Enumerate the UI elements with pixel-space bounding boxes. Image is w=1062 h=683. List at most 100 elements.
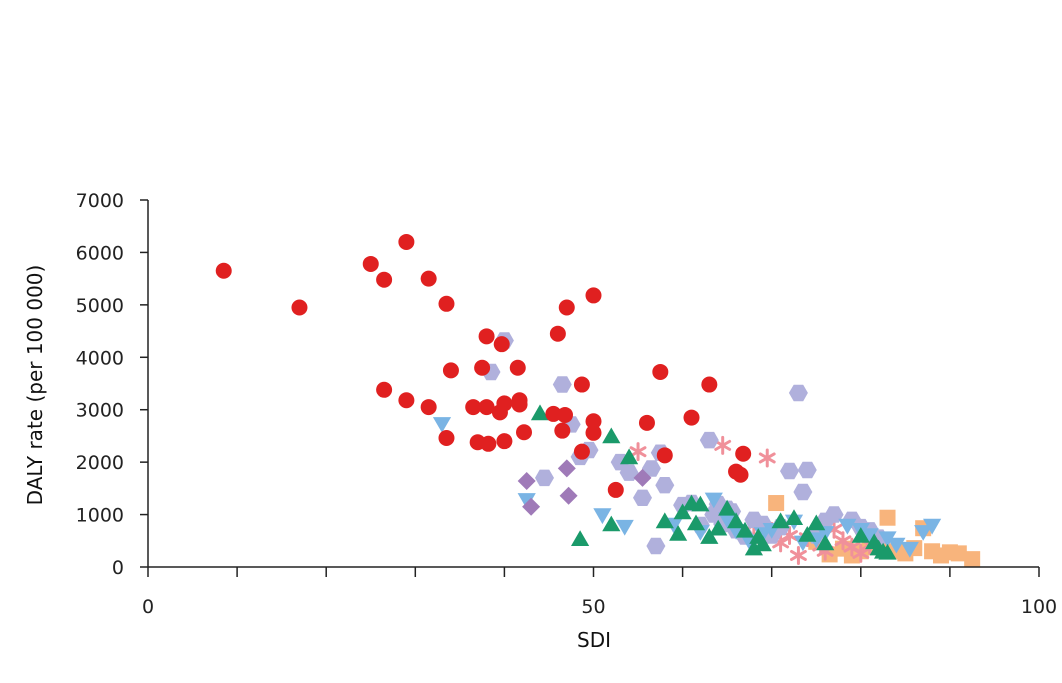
triangle-down-point [860,528,879,544]
y-axis-title: DALY rate (per 100 000) [23,265,47,506]
circle-point [652,363,669,380]
circle-point [585,413,602,430]
circle-point [545,405,562,422]
circle-point [362,255,379,272]
asterisk-point [758,448,776,468]
circle-point [474,359,491,376]
triangle-up-point [602,515,621,532]
triangle-up-point [807,514,826,531]
triangle-up-point [620,448,639,465]
triangle-up-point [816,534,835,551]
hexagon-point [633,489,652,506]
circle-point [511,392,528,409]
asterisk-point [714,435,732,455]
triangle-down-point [704,492,723,509]
triangle-up-point [602,427,621,444]
circle-point [556,406,573,423]
hexagon-point [824,506,844,523]
triangle-down-point [838,518,857,535]
circle-point [478,399,495,416]
triangle-down-point [923,518,942,535]
y-tick-label: 2000 [76,452,124,474]
square-point [879,509,896,526]
triangle-up-point [798,526,817,542]
circle-point [509,359,526,376]
triangle-up-point [727,512,746,529]
triangle-up-point [655,512,674,529]
diamond-point [522,497,541,516]
hexagon-point [780,462,799,480]
x-axis-title: SDI [577,628,611,652]
triangle-down-point [615,519,634,536]
circle-point [549,325,566,342]
triangle-down-point [718,512,737,529]
circle-point [638,414,655,431]
diamond-point [517,472,536,490]
x-tick-label: 100 [1021,596,1057,618]
hexagon-point [793,483,813,501]
circle-point [376,381,393,398]
triangle-up-point [673,503,692,520]
asterisk-point [852,543,870,563]
triangle-up-point [878,543,897,560]
square-point [964,551,981,568]
hexagon-point [797,461,817,479]
triangle-down-point [517,493,536,509]
y-tick-label: 6000 [76,242,124,264]
y-tick-label: 1000 [76,505,124,527]
hexagon-point [552,376,572,393]
triangle-up-point [753,535,772,552]
y-tick-label: 0 [112,557,124,579]
circle-point [558,299,575,316]
triangle-up-point [700,528,719,544]
diamond-point [559,486,578,505]
circle-point [496,433,513,450]
circle-point [438,295,455,312]
hexagon-point [641,460,661,477]
circle-point [478,328,495,345]
hexagon-point [699,431,719,449]
circle-point [701,376,718,393]
triangle-up-point [691,495,710,512]
triangle-up-point [530,404,550,421]
triangle-up-point [718,499,737,516]
y-tick-label: 5000 [76,295,124,317]
hexagon-point [788,384,808,402]
hexagon-point [655,477,675,494]
circle-point [480,435,497,452]
circle-point [573,376,590,393]
square-point [950,545,967,562]
circle-point [573,443,590,460]
circle-point [585,424,602,441]
circle-point [585,287,602,304]
triangle-up-point [686,514,706,531]
triangle-up-point [709,519,728,536]
circle-point [735,445,752,462]
triangle-up-point [669,525,688,541]
triangle-up-point [771,512,790,529]
x-tick-label: 0 [142,596,154,618]
triangle-down-point [900,541,919,558]
triangle-down-point [593,508,612,525]
circle-point [398,233,415,250]
circle-point [398,392,415,409]
triangle-down-point [878,531,897,548]
circle-point [683,409,700,426]
circle-point [442,362,459,379]
points-layer [215,233,981,568]
triangle-down-point [914,525,933,541]
asterisk-point [790,545,807,565]
circle-point [420,399,437,416]
hexagon-point [535,469,554,487]
triangle-down-point [432,417,452,433]
circle-point [291,299,308,316]
triangle-up-point [851,527,870,543]
asterisk-point [629,442,647,462]
diamond-point [633,468,652,487]
circle-point [215,262,232,279]
circle-point [438,430,455,447]
circle-point [376,271,393,288]
circle-point [554,422,571,439]
triangle-down-point [887,537,906,554]
triangle-up-point [735,521,755,538]
